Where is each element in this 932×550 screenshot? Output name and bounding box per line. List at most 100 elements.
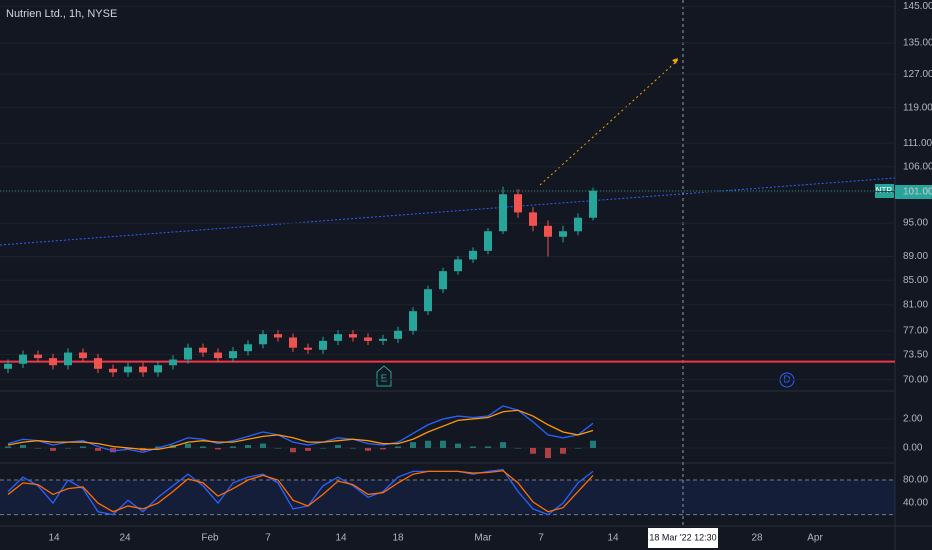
candle-body bbox=[169, 359, 177, 366]
histogram-bar bbox=[35, 447, 41, 449]
histogram-bar bbox=[380, 447, 386, 450]
symbol-tag bbox=[875, 184, 894, 198]
histogram-bar bbox=[530, 447, 536, 454]
candle-body bbox=[34, 354, 42, 359]
histogram-bar bbox=[215, 447, 221, 450]
x-tick-label: 18 Mar '22 12:30 bbox=[649, 532, 716, 542]
candle-body bbox=[289, 337, 297, 348]
histogram-bar bbox=[155, 446, 161, 448]
y-tick-label: 111.00 bbox=[903, 138, 932, 149]
candle-body bbox=[469, 250, 477, 260]
candle-body bbox=[529, 212, 537, 226]
candle-body bbox=[394, 330, 402, 339]
y-tick-label: 81.00 bbox=[903, 299, 928, 310]
projection-arrow bbox=[672, 58, 678, 64]
candle-body bbox=[199, 347, 207, 353]
histogram-bar bbox=[80, 446, 86, 448]
candle-body bbox=[334, 334, 342, 341]
candle-body bbox=[124, 366, 132, 373]
candle-body bbox=[424, 289, 432, 312]
symbol-label: NTR bbox=[876, 186, 893, 195]
candle-body bbox=[154, 365, 162, 373]
y-tick-label: 127.00 bbox=[903, 69, 932, 80]
y-tick-label: 135.00 bbox=[903, 38, 932, 49]
stoch-line bbox=[7, 468, 594, 516]
candle-body bbox=[214, 352, 222, 359]
candle-body bbox=[64, 352, 72, 366]
histogram-bar bbox=[575, 447, 581, 449]
candle-body bbox=[79, 352, 87, 359]
histogram-bar bbox=[50, 447, 56, 451]
candle-body bbox=[304, 347, 312, 350]
histogram-bar bbox=[200, 446, 206, 448]
x-tick-label: 14 bbox=[335, 533, 347, 544]
histogram-bar bbox=[455, 443, 461, 448]
candle-body bbox=[4, 363, 12, 369]
histogram-bar bbox=[185, 443, 191, 448]
histogram-bar bbox=[5, 446, 11, 448]
y-tick-label: 101.00 bbox=[903, 186, 932, 197]
y-tick-label: 70.00 bbox=[903, 374, 928, 385]
macd-line bbox=[7, 405, 594, 453]
histogram-bar bbox=[365, 447, 371, 451]
histogram-bar bbox=[320, 447, 326, 449]
histogram-bar bbox=[500, 442, 506, 448]
histogram-bar bbox=[20, 445, 26, 448]
time-tag bbox=[648, 528, 718, 548]
x-tick-label: 24 bbox=[119, 533, 131, 544]
histogram-bar bbox=[245, 445, 251, 448]
histogram-bar bbox=[545, 447, 551, 459]
candle-body bbox=[484, 231, 492, 251]
trend-line bbox=[0, 177, 896, 246]
y-tick-label: 2.00 bbox=[903, 414, 923, 425]
y-tick-label: 80.00 bbox=[903, 475, 928, 486]
y-tick-label: 77.00 bbox=[903, 325, 928, 336]
histogram-bar bbox=[470, 446, 476, 448]
x-tick-label: Apr bbox=[807, 533, 823, 544]
histogram-bar bbox=[95, 447, 101, 451]
earnings-marker bbox=[376, 365, 392, 387]
macd-line bbox=[7, 409, 594, 451]
projection-line bbox=[539, 59, 679, 186]
y-tick-label: 73.50 bbox=[903, 349, 928, 360]
candle-body bbox=[364, 337, 372, 341]
chart-title: Nutrien Ltd., 1h, NYSE bbox=[6, 8, 117, 20]
candle-body bbox=[379, 338, 387, 341]
histogram-bar bbox=[410, 442, 416, 448]
x-tick-label: 7 bbox=[538, 533, 544, 544]
histogram-bar bbox=[440, 440, 446, 448]
candle-body bbox=[559, 231, 567, 237]
x-tick-label: 18 bbox=[392, 533, 404, 544]
x-tick-label: 14 bbox=[607, 533, 619, 544]
y-tick-label: 119.00 bbox=[903, 102, 932, 113]
candle-body bbox=[514, 194, 522, 213]
histogram-bar bbox=[395, 446, 401, 448]
candle-body bbox=[49, 358, 57, 366]
candle-body bbox=[139, 366, 147, 373]
stoch-line bbox=[7, 470, 594, 513]
histogram-bar bbox=[425, 440, 431, 448]
y-tick-label: 85.00 bbox=[903, 275, 928, 286]
stoch-band bbox=[0, 480, 895, 515]
earnings-label: E bbox=[381, 374, 388, 385]
histogram-bar bbox=[260, 443, 266, 448]
x-tick-label: 14 bbox=[48, 533, 60, 544]
candle-body bbox=[229, 351, 237, 359]
candle-body bbox=[349, 334, 357, 338]
candle-body bbox=[499, 194, 507, 232]
candle-body bbox=[244, 344, 252, 352]
y-tick-label: 145.00 bbox=[903, 1, 932, 12]
y-tick-label: 95.00 bbox=[903, 218, 928, 229]
candle-body bbox=[274, 334, 282, 338]
histogram-bar bbox=[305, 447, 311, 451]
y-tick-label: 106.00 bbox=[903, 162, 932, 173]
histogram-bar bbox=[560, 447, 566, 454]
histogram-bar bbox=[590, 440, 596, 448]
histogram-bar bbox=[485, 446, 491, 448]
histogram-bar bbox=[230, 446, 236, 448]
candle-body bbox=[589, 190, 597, 218]
y-tick-label: 0.00 bbox=[903, 443, 923, 454]
last-price-label: 101.00 bbox=[903, 187, 932, 198]
